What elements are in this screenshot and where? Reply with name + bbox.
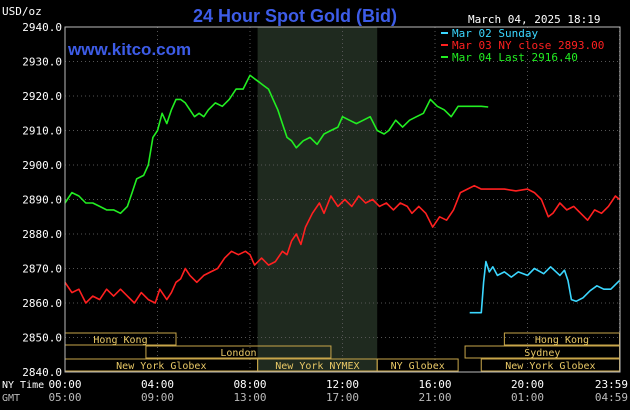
y-tick-label: 2910.0 <box>22 125 62 138</box>
series-line-1 <box>64 184 621 304</box>
session-label: Hong Kong <box>93 335 147 346</box>
y-axis: 2940.0 2930.0 2920.0 2910.0 2900.0 2890.0 2880… <box>22 21 62 379</box>
legend-entry: Mar 03 NY close 2893.00 <box>452 39 604 52</box>
x-tick-label: 09:00 <box>141 391 174 404</box>
y-tick-label: 2930.0 <box>22 56 62 69</box>
y-tick-label: 2860.0 <box>22 297 62 310</box>
y-tick-label: 2900.0 <box>22 159 62 172</box>
y-tick-label: 2940.0 <box>22 21 62 34</box>
unit-label: USD/oz <box>2 5 42 18</box>
session-box <box>376 358 459 372</box>
x-tick-label: 05:00 <box>48 391 81 404</box>
x-tick-label: 13:00 <box>233 391 266 404</box>
x-tick-label: 01:00 <box>511 391 544 404</box>
legend-entry: Mar 02 Sunday <box>452 27 538 40</box>
x-tick-label: 16:00 <box>418 378 451 391</box>
x-tick-label: 20:00 <box>511 378 544 391</box>
market-sessions: Hong Kong London New York Globex New York N… <box>64 332 621 372</box>
y-tick-label: 2880.0 <box>22 228 62 241</box>
session-label: New York Globex <box>505 361 595 372</box>
session-label: Hong Kong <box>535 335 589 346</box>
x-row-label: GMT <box>2 393 20 404</box>
legend-entry: Mar 04 Last 2916.40 <box>452 51 578 64</box>
series-line-2 <box>64 74 489 215</box>
session-label: NY Globex <box>391 361 445 372</box>
series-line-0 <box>469 260 621 314</box>
session-label: London <box>220 348 256 359</box>
x-tick-label: 17:00 <box>326 391 359 404</box>
x-row-label: NY Time <box>2 380 44 391</box>
x-axis: NY Time 00:00 04:00 08:00 12:00 16:00 20:00 23:… <box>2 378 628 404</box>
chart-title: 24 Hour Spot Gold (Bid) <box>193 6 397 26</box>
price-series <box>64 74 621 314</box>
x-tick-label: 04:00 <box>141 378 174 391</box>
x-tick-label: 08:00 <box>233 378 266 391</box>
session-label: Sydney <box>524 348 560 359</box>
session-label: New York NYMEX <box>275 361 359 372</box>
x-tick-label: 00:00 <box>48 378 81 391</box>
session-box <box>145 345 332 359</box>
session-label: New York Globex <box>116 361 206 372</box>
x-tick-label: 23:59 <box>595 378 628 391</box>
y-tick-label: 2920.0 <box>22 90 62 103</box>
plot-frame <box>64 26 621 373</box>
watermark: www.kitco.com <box>67 40 191 59</box>
y-tick-label: 2870.0 <box>22 263 62 276</box>
chart-datetime: March 04, 2025 18:19 <box>468 13 600 26</box>
y-tick-label: 2850.0 <box>22 332 62 345</box>
y-tick-label: 2840.0 <box>22 366 62 379</box>
x-tick-label: 21:00 <box>418 391 451 404</box>
x-tick-label: 04:59 <box>595 391 628 404</box>
x-tick-label: 12:00 <box>326 378 359 391</box>
y-tick-label: 2890.0 <box>22 194 62 207</box>
